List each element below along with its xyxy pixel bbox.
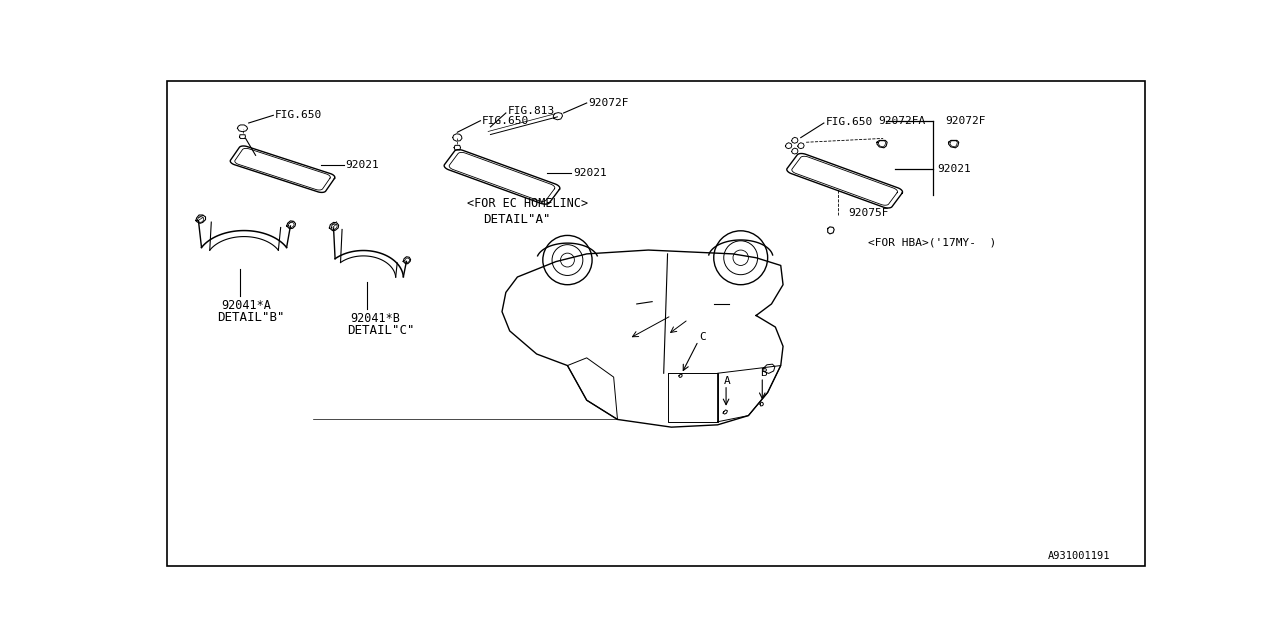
Text: <FOR EC HOMELINC>: <FOR EC HOMELINC> xyxy=(467,197,589,211)
Text: 92021: 92021 xyxy=(346,161,379,170)
Circle shape xyxy=(543,236,593,285)
Circle shape xyxy=(552,244,582,275)
Text: 92021: 92021 xyxy=(937,164,970,174)
Text: A: A xyxy=(723,376,731,386)
Text: 92075F: 92075F xyxy=(849,208,890,218)
Text: FIG.650: FIG.650 xyxy=(483,116,529,125)
Text: 92041*B: 92041*B xyxy=(351,312,401,325)
Text: A931001191: A931001191 xyxy=(1048,551,1110,561)
Text: 92021: 92021 xyxy=(573,168,607,178)
Text: 92041*A: 92041*A xyxy=(221,299,271,312)
Circle shape xyxy=(714,231,768,285)
Text: FIG.650: FIG.650 xyxy=(275,110,323,120)
Text: C: C xyxy=(699,332,705,342)
Circle shape xyxy=(561,253,575,267)
Circle shape xyxy=(733,250,749,266)
Text: 92072FA: 92072FA xyxy=(878,116,925,125)
Text: 92072F: 92072F xyxy=(589,98,628,108)
Text: DETAIL"C": DETAIL"C" xyxy=(347,324,415,337)
Text: DETAIL"A": DETAIL"A" xyxy=(483,212,550,226)
Text: 92072F: 92072F xyxy=(945,116,986,125)
Text: FIG.813: FIG.813 xyxy=(507,106,554,116)
Text: B: B xyxy=(760,368,767,378)
Text: <FOR HBA>('17MY-  ): <FOR HBA>('17MY- ) xyxy=(868,237,996,247)
Circle shape xyxy=(723,241,758,275)
Text: FIG.650: FIG.650 xyxy=(826,117,873,127)
Text: DETAIL"B": DETAIL"B" xyxy=(218,310,284,324)
